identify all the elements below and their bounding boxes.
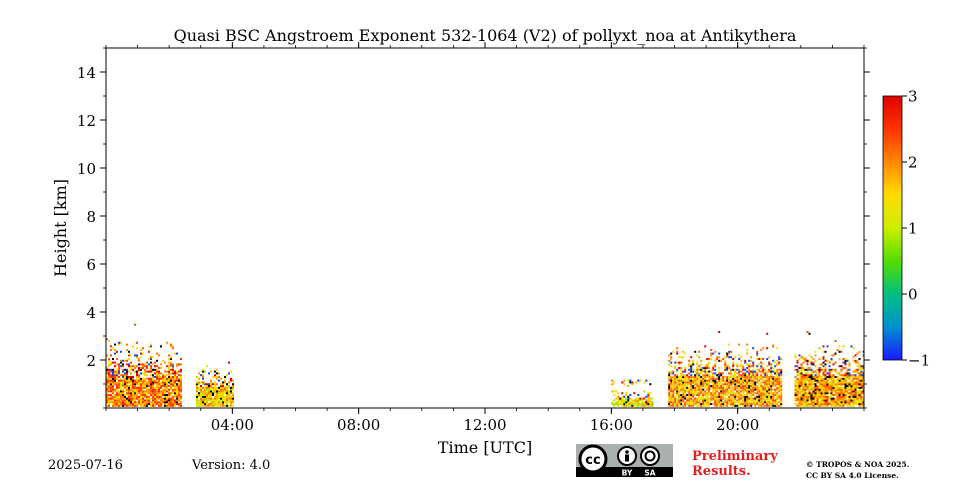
colorbar-tick-label: 0 — [908, 286, 918, 304]
x-tick-label: 16:00 — [590, 416, 633, 434]
sa-icon — [640, 446, 660, 466]
cc-icon — [578, 444, 608, 474]
copyright-line-2: CC BY SA 4.0 License. — [806, 471, 899, 480]
y-tick-label: 14 — [77, 64, 96, 82]
colorbar-tick-label: 2 — [908, 154, 918, 172]
y-tick-label: 4 — [86, 304, 96, 322]
colorbar-tick-label: 3 — [908, 88, 918, 106]
colorbar: 3 2 1 0 −1 — [882, 88, 930, 370]
version-label: Version: 4.0 — [192, 458, 271, 473]
plot-frame — [105, 47, 865, 409]
chart-title: Quasi BSC Angstroem Exponent 532-1064 (V… — [173, 26, 797, 45]
heatmap-layer — [106, 323, 864, 407]
y-tick-label: 6 — [86, 256, 96, 274]
data-segment — [196, 361, 234, 407]
cc-license-badge: cc BY SA — [576, 444, 673, 477]
y-tick-label: 10 — [77, 160, 96, 178]
data-segment — [106, 323, 182, 407]
data-segment — [794, 331, 864, 407]
axes: 04:00 08:00 12:00 16:00 20:00 2 4 6 8 10 12 14 — [77, 42, 870, 434]
preliminary-results-note: Preliminary Results. — [692, 449, 778, 479]
sa-label: SA — [644, 469, 655, 478]
by-label: BY — [622, 469, 633, 478]
x-axis-label: Time [UTC] — [438, 438, 532, 457]
y-axis-label: Height [km] — [51, 179, 70, 277]
x-tick-label: 12:00 — [463, 416, 506, 434]
date-label: 2025-07-16 — [48, 458, 123, 473]
y-tick-label: 12 — [77, 112, 96, 130]
x-tick-label: 08:00 — [337, 416, 380, 434]
x-tick-label: 04:00 — [211, 416, 254, 434]
colorbar-tick-label: 1 — [908, 220, 918, 238]
data-segment — [668, 331, 783, 407]
copyright-line-1: © TROPOS & NOA 2025. — [806, 460, 910, 469]
colorbar-gradient — [882, 95, 903, 361]
y-tick-label: 2 — [86, 352, 96, 370]
y-tick-label: 8 — [86, 208, 96, 226]
data-segment — [611, 379, 654, 407]
copyright-notice: © TROPOS & NOA 2025. CC BY SA 4.0 Licens… — [806, 459, 909, 481]
colorbar-tick-label: −1 — [908, 352, 930, 370]
cc-icon-text: cc — [585, 453, 600, 468]
x-tick-label: 20:00 — [716, 416, 759, 434]
